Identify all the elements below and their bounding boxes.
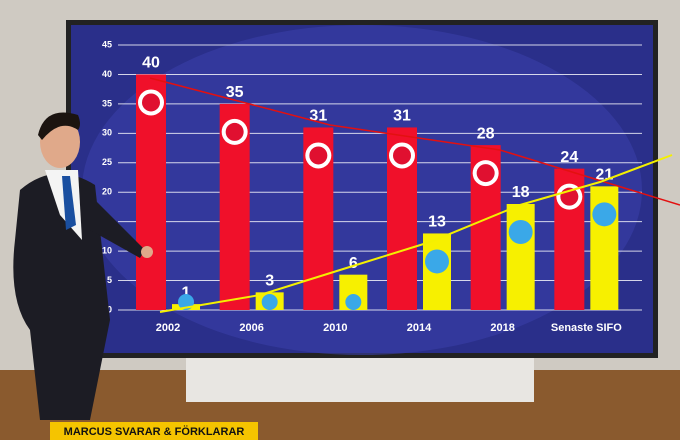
x-tick-label: 2010: [323, 322, 347, 334]
y-tick-label: 40: [102, 69, 112, 79]
y-tick-label: 0: [107, 304, 112, 314]
party-rose: [393, 146, 411, 165]
stand: [186, 358, 534, 402]
party-rose: [309, 146, 328, 165]
suit: [13, 173, 110, 420]
value-label: 6: [349, 255, 358, 272]
value-label: 13: [428, 214, 446, 231]
y-tick-label: 10: [102, 245, 112, 255]
party-icon: [508, 220, 533, 244]
bar: [506, 204, 535, 310]
value-label: 24: [560, 149, 578, 166]
tie: [62, 176, 76, 230]
party-icon: [425, 249, 449, 274]
x-tick-label: 2014: [407, 322, 432, 334]
value-label: 40: [142, 55, 160, 72]
party-icon: [261, 294, 278, 310]
party-rose: [225, 122, 244, 141]
presenter: [13, 112, 153, 420]
arm: [90, 200, 145, 258]
party-icon: [592, 202, 617, 227]
value-label: 3: [265, 273, 274, 290]
party-rose: [142, 93, 160, 112]
hair: [38, 112, 80, 140]
value-label: 35: [226, 84, 244, 101]
hand-drawn-red-line: [149, 77, 680, 206]
party-icon: [345, 294, 362, 310]
value-label: 28: [477, 125, 495, 142]
y-tick-label: 25: [102, 157, 112, 167]
plot: 0510152025303540452002401200635320103162…: [102, 39, 642, 334]
y-tick-label: 5: [107, 275, 112, 285]
y-tick-label: 45: [102, 39, 112, 49]
hand-drawn-yellow-line: [159, 154, 673, 313]
caption-bar: [50, 422, 258, 440]
x-tick-label: 2002: [156, 322, 180, 334]
value-label: 18: [512, 184, 530, 201]
x-tick-label: 2018: [490, 322, 514, 334]
x-tick-label: Senaste SIFO: [551, 322, 622, 334]
value-label: 1: [182, 284, 191, 301]
value-label: 31: [393, 108, 411, 125]
y-tick-label: 35: [102, 98, 112, 108]
caption: MARCUS SVARAR & FÖRKLARAR: [64, 425, 245, 438]
y-tick-label: 20: [102, 187, 112, 197]
x-tick-label: 2006: [239, 322, 263, 334]
party-rose: [476, 164, 495, 183]
hand: [141, 246, 153, 258]
y-tick-label: 30: [102, 128, 112, 138]
